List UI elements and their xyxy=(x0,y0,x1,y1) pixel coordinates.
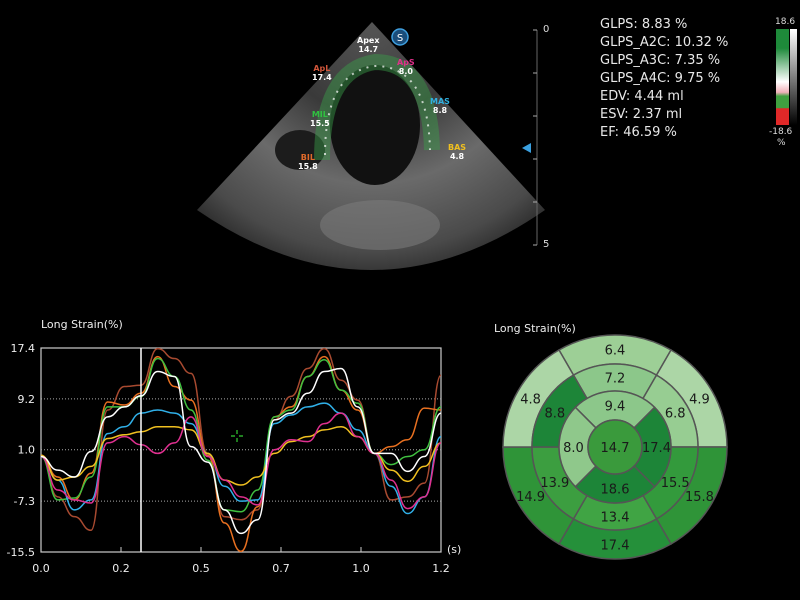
strain-stats-panel: GLPS: 8.83 % GLPS_A2C: 10.32 % GLPS_A3C: 7… xyxy=(600,16,728,142)
segment-label-bil: BIL 15.8 xyxy=(298,153,318,171)
segment-label-bas: BAS 4.8 xyxy=(448,143,466,161)
stat-line: ESV: 2.37 ml xyxy=(600,107,683,122)
segment-value: 14.9 xyxy=(516,490,545,505)
segment-name: BAS xyxy=(448,143,467,152)
segment-value: 4.8 xyxy=(449,152,465,161)
y-tick-label: -7.3 xyxy=(14,495,35,508)
segment-name: ApL xyxy=(313,64,331,73)
segment-value: 9.4 xyxy=(605,400,626,415)
strain-series-6 xyxy=(40,367,442,535)
x-tick-label: 0.2 xyxy=(112,562,130,575)
segment-value: 15.5 xyxy=(310,119,330,128)
x-tick-label: 0.0 xyxy=(32,562,50,575)
stat-line: GLPS_A4C: 9.75 % xyxy=(600,71,721,86)
segment-name: Apex xyxy=(357,36,380,45)
focus-marker-icon[interactable] xyxy=(522,143,531,153)
segment-value: 13.9 xyxy=(540,476,569,491)
x-tick-label: 0.7 xyxy=(272,562,290,575)
segment-value: 8.0 xyxy=(563,441,584,456)
strain-curve-chart[interactable]: 17.4 9.2 1.0 -7.3 -15.5 0.0 0.2 0.5 0.7 1.0 1.2 (s) xyxy=(0,330,470,590)
segment-value: 8.8 xyxy=(544,406,565,421)
segment-label-apex: Apex 14.7 xyxy=(357,36,380,54)
strain-series-0 xyxy=(40,347,442,532)
depth-label-top: 0 xyxy=(543,24,550,35)
y-tick-label: -15.5 xyxy=(7,546,35,559)
myocardium-trace xyxy=(314,53,440,161)
stat-line: GLPS_A3C: 7.35 % xyxy=(600,53,721,68)
segment-label-aps: ApS 8.0 xyxy=(397,58,415,76)
colorbar-max-label: 18.6 xyxy=(775,17,796,27)
x-tick-label: 1.0 xyxy=(352,562,370,575)
segment-value: 17.4 xyxy=(642,441,671,456)
tissue-texture xyxy=(320,200,440,250)
strain-chart-title: Long Strain(%) xyxy=(41,318,123,331)
y-tick-label: 17.4 xyxy=(11,342,36,355)
stat-line: GLPS_A2C: 10.32 % xyxy=(600,35,729,50)
depth-label-bottom: 5 xyxy=(543,239,550,250)
colorbar-min-label: -18.6 xyxy=(769,127,793,137)
stat-line: GLPS: 8.83 % xyxy=(600,17,688,32)
stat-line: EDV: 4.44 ml xyxy=(600,89,684,104)
segment-value: 8.8 xyxy=(432,106,448,115)
segment-value: 7.2 xyxy=(605,372,626,387)
segment-name: ApS xyxy=(397,58,415,67)
segment-value: 6.4 xyxy=(605,344,626,359)
x-tick-label: 1.2 xyxy=(432,562,450,575)
segment-value: 18.6 xyxy=(601,483,630,498)
chamber-shadow xyxy=(275,130,325,170)
segment-value: 4.9 xyxy=(689,392,710,407)
colorbar xyxy=(776,29,789,125)
segment-value: 17.4 xyxy=(601,539,630,554)
lv-cavity xyxy=(330,65,420,185)
y-tick-label: 9.2 xyxy=(18,393,36,406)
segment-value: 17.4 xyxy=(312,73,332,82)
stat-line: EF: 46.59 % xyxy=(600,125,677,140)
grayscale-bar xyxy=(790,29,797,125)
view-badge-label: S xyxy=(397,33,403,44)
x-tick-label: 0.5 xyxy=(192,562,210,575)
segment-value: 15.8 xyxy=(685,490,714,505)
segment-value: 14.7 xyxy=(358,45,379,54)
bullseye-title: Long Strain(%) xyxy=(494,322,576,335)
segment-name: BIL xyxy=(300,153,315,162)
segment-label-apl: ApL 17.4 xyxy=(312,64,332,82)
segment-label-mil: MIL 15.5 xyxy=(310,110,330,128)
segment-apex[interactable] xyxy=(587,419,643,475)
apex-value: 14.7 xyxy=(601,441,630,456)
view-badge[interactable] xyxy=(391,28,409,46)
colorbar-unit: % xyxy=(777,138,786,148)
segment-value: 15.5 xyxy=(661,476,690,491)
strain-series-2 xyxy=(40,357,442,513)
segment-value: 4.8 xyxy=(520,392,541,407)
segment-label-mas: MAS 8.8 xyxy=(430,97,450,115)
segment-value: 13.4 xyxy=(601,511,630,526)
echo-image[interactable]: S xyxy=(190,15,550,295)
crosshair-icon xyxy=(231,430,243,442)
y-tick-label: 1.0 xyxy=(18,444,36,457)
segment-name: MIL xyxy=(311,110,328,119)
bullseye-plot[interactable]: 6.4 4.9 15.8 17.4 14.9 4.8 7.2 6.8 15.5 13.4 13.9 8… xyxy=(495,330,735,570)
segment-value: 6.8 xyxy=(665,406,686,421)
segment-value: 15.8 xyxy=(298,162,318,171)
segment-value: 8.0 xyxy=(398,67,413,76)
segment-name: MAS xyxy=(430,97,450,106)
tracking-points xyxy=(324,64,431,156)
x-unit-label: (s) xyxy=(447,543,461,556)
depth-ticks xyxy=(533,29,537,246)
